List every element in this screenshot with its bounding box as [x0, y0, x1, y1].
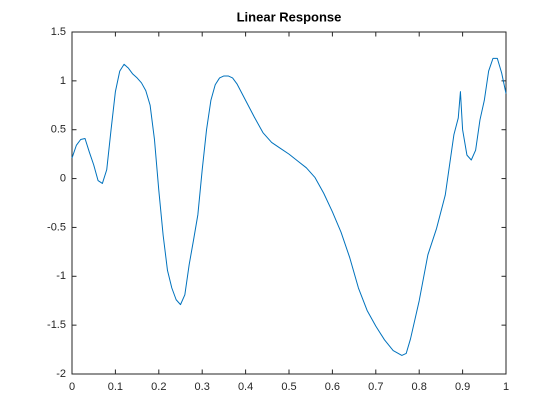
y-tick-label: 0.5: [51, 124, 66, 136]
x-tick-label: 0.1: [108, 381, 123, 393]
y-tick-label: 0: [60, 172, 66, 184]
x-tick-label: 0: [69, 381, 75, 393]
axes-box: [71, 31, 507, 375]
y-tick-label: -1.5: [47, 319, 66, 331]
y-tick-label: -2: [56, 368, 66, 380]
y-tick-label: 1: [60, 75, 66, 87]
x-tick-label: 0.8: [412, 381, 427, 393]
line-series: [71, 57, 507, 356]
y-tick-label: 1.5: [51, 26, 66, 38]
x-tick-label: 0.6: [325, 381, 340, 393]
x-tick-label: 0.5: [281, 381, 296, 393]
x-tick-label: 0.4: [238, 381, 253, 393]
x-tick-label: 0.2: [151, 381, 166, 393]
x-tick-label: 0.9: [455, 381, 470, 393]
x-tick-label: 0.3: [195, 381, 210, 393]
chart-title: Linear Response: [237, 9, 342, 24]
y-tick-label: -0.5: [47, 221, 66, 233]
x-tick-label: 0.7: [368, 381, 383, 393]
y-tick-label: -1: [56, 270, 66, 282]
x-tick-label: 1: [503, 381, 509, 393]
